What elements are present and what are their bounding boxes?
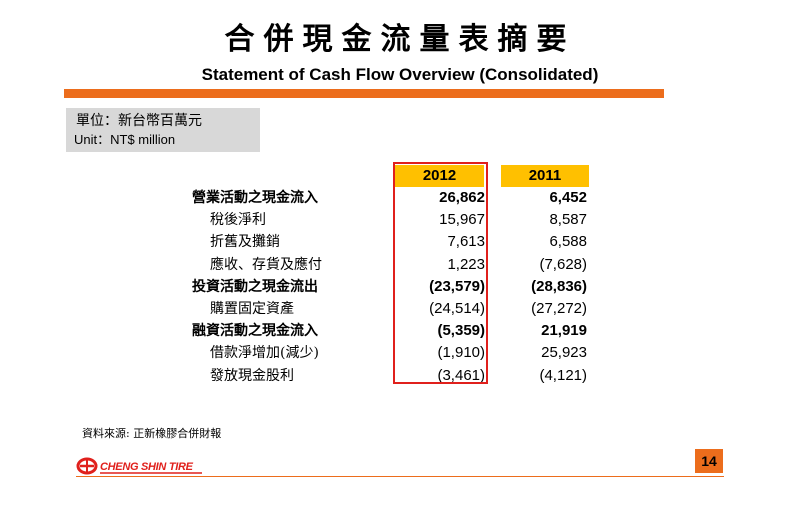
unit-box: 單位：新台幣百萬元 Unit：NT$ million [66,108,260,152]
row-label: 稅後淨利 [210,212,266,229]
page-title-zh: 合併現金流量表摘要 [224,22,576,57]
unit-label-en: Unit：NT$ million [74,132,176,147]
cheng-shin-logo-icon: CHENG SHIN TIRE [76,455,206,477]
value-2012: (3,461) [437,366,485,384]
value-2011: (28,836) [531,277,587,295]
value-2012: (1,910) [437,344,485,362]
value-2012: (23,579) [429,277,485,295]
row-label: 折舊及攤銷 [210,234,280,251]
row-label: 融資活動之現金流入 [192,323,318,340]
footer-divider [76,476,724,477]
row-label: 投資活動之現金流出 [192,278,318,295]
value-2011: (7,628) [539,255,587,273]
value-2012: 1,223 [447,255,485,273]
value-2011: 25,923 [541,344,587,362]
value-2011: 21,919 [541,322,587,340]
table-row: 購置固定資產 (24,514) (27,272) [0,298,800,320]
highlight-2012-box [393,162,488,384]
table-row: 稅後淨利 15,967 8,587 [0,209,800,231]
value-2011: (27,272) [531,300,587,317]
table-row: 折舊及攤銷 7,613 6,588 [0,231,800,253]
page-number: 14 [695,449,723,473]
svg-text:CHENG SHIN TIRE: CHENG SHIN TIRE [100,461,194,473]
row-label: 借款淨增加(減少) [210,345,319,362]
value-2011: 8,587 [549,211,587,229]
value-2012: 7,613 [447,233,485,251]
table-row: 發放現金股利 (3,461) (4,121) [0,365,800,387]
table-row: 投資活動之現金流出 (23,579) (28,836) [0,276,800,298]
value-2012: (24,514) [429,300,485,317]
table-row: 融資活動之現金流入 (5,359) 21,919 [0,320,800,342]
row-label: 應收、存貨及應付 [210,256,322,273]
table-row: 應收、存貨及應付 1,223 (7,628) [0,254,800,276]
title-divider [64,89,664,98]
table-row: 借款淨增加(減少) (1,910) 25,923 [0,342,800,364]
value-2011: (4,121) [539,366,587,384]
row-label: 營業活動之現金流入 [192,190,318,206]
value-2012: 26,862 [439,189,485,206]
column-header-2012: 2012 [395,165,484,187]
row-label: 發放現金股利 [210,367,294,384]
table-row: 營業活動之現金流入 26,862 6,452 [0,187,800,209]
value-2012: 15,967 [439,211,485,229]
value-2011: 6,452 [549,189,587,206]
source-note: 資料來源: 正新橡膠合併財報 [82,427,222,440]
row-label: 購置固定資產 [210,301,294,317]
value-2012: (5,359) [437,322,485,340]
page-title-en: Statement of Cash Flow Overview (Consoli… [201,65,599,84]
value-2011: 6,588 [549,233,587,251]
column-header-2011: 2011 [501,165,589,187]
unit-label-zh: 單位：新台幣百萬元 [76,113,202,129]
